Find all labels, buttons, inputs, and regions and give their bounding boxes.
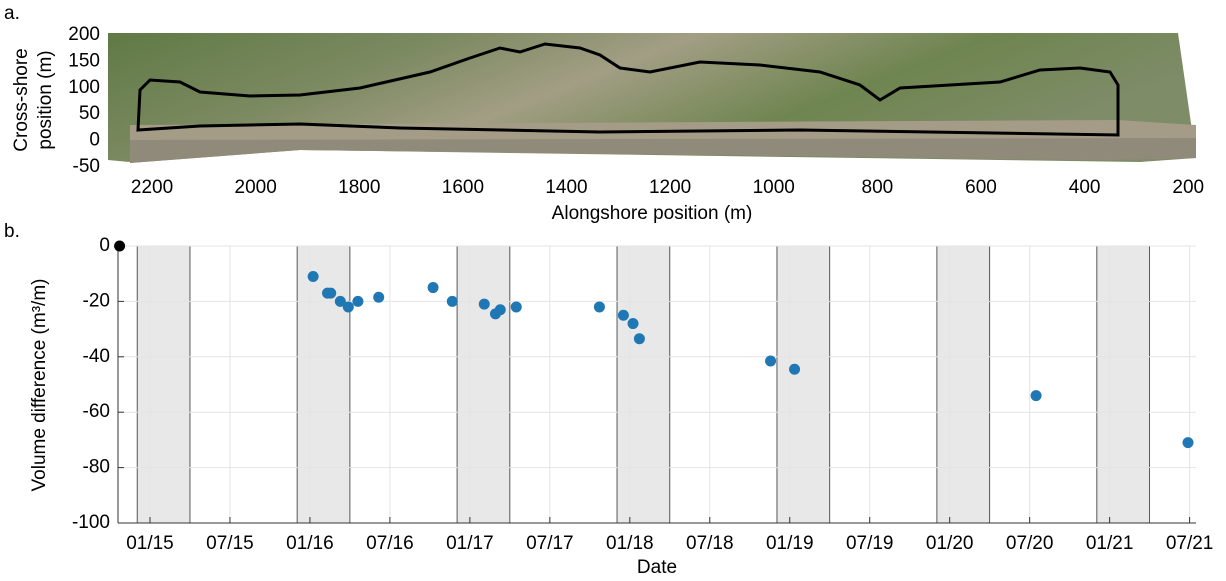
y-tick-label: -60: [83, 401, 110, 422]
x-tick-label: 1000: [753, 177, 795, 198]
data-point: [325, 287, 337, 299]
data-point: [446, 295, 458, 307]
x-tick-label: 400: [1069, 177, 1101, 198]
shaded-region: [776, 245, 831, 524]
data-point: [307, 270, 319, 282]
data-point: [593, 301, 605, 313]
x-tick-label: 07/21: [1166, 533, 1214, 554]
y-axis-label: Cross-shore: [11, 48, 32, 151]
x-axis-label: Date: [637, 557, 677, 578]
x-tick-label: 01/21: [1086, 533, 1134, 554]
y-tick-label: 100: [68, 77, 100, 98]
x-tick-label: 07/19: [846, 533, 894, 554]
data-point: [373, 291, 385, 303]
x-tick-label: 01/16: [286, 533, 334, 554]
shaded-region: [296, 245, 351, 524]
x-tick-label: 1600: [442, 177, 484, 198]
y-axis-label: position (m): [35, 50, 56, 149]
y-tick-label: 200: [68, 24, 100, 45]
aerial-image: [108, 33, 1196, 163]
shaded-region: [936, 245, 991, 524]
y-tick-label: -40: [83, 346, 110, 367]
y-tick-label: -50: [73, 156, 100, 177]
x-tick-label: 07/18: [686, 533, 734, 554]
data-point: [510, 301, 522, 313]
data-point: [427, 282, 439, 294]
data-point: [789, 363, 801, 375]
data-point: [765, 355, 777, 367]
y-tick-label: 0: [89, 130, 100, 151]
x-tick-label: 800: [862, 177, 894, 198]
panel-label: b.: [4, 221, 20, 242]
data-point: [617, 309, 629, 321]
x-tick-label: 01/19: [766, 533, 814, 554]
data-point: [494, 304, 506, 316]
x-tick-label: 600: [965, 177, 997, 198]
shaded-region: [136, 245, 191, 524]
x-tick-label: 07/17: [526, 533, 574, 554]
x-tick-label: 07/20: [1006, 533, 1054, 554]
x-tick-label: 01/20: [926, 533, 974, 554]
y-tick-label: -80: [83, 457, 110, 478]
shaded-region: [1096, 245, 1151, 524]
data-point: [478, 298, 490, 310]
data-point: [342, 301, 354, 313]
data-point: [334, 295, 346, 307]
x-tick-label: 07/16: [366, 533, 414, 554]
y-tick-label: 0: [99, 235, 110, 256]
x-tick-label: 07/15: [206, 533, 254, 554]
data-point: [352, 295, 364, 307]
y-tick-label: -100: [72, 512, 110, 533]
data-point: [1030, 390, 1042, 402]
data-point: [627, 318, 639, 330]
data-point: [633, 333, 645, 345]
x-axis-label: Alongshore position (m): [552, 203, 753, 224]
y-tick-label: 50: [79, 103, 100, 124]
panel-label: a.: [4, 3, 20, 24]
x-tick-label: 200: [1172, 177, 1204, 198]
x-tick-label: 01/18: [606, 533, 654, 554]
y-axis-label: Volume difference (m³/m): [29, 279, 50, 492]
x-tick-label: 01/17: [446, 533, 494, 554]
data-point: [114, 240, 126, 252]
data-point: [1182, 437, 1194, 449]
shaded-region: [616, 245, 671, 524]
y-tick-label: 150: [68, 50, 100, 71]
y-tick-label: -20: [83, 290, 110, 311]
x-tick-label: 1800: [338, 177, 380, 198]
x-tick-label: 1200: [649, 177, 691, 198]
x-tick-label: 2200: [131, 177, 173, 198]
shaded-region: [456, 245, 511, 524]
x-tick-label: 2000: [235, 177, 277, 198]
x-tick-label: 1400: [545, 177, 587, 198]
x-tick-label: 01/15: [126, 533, 174, 554]
